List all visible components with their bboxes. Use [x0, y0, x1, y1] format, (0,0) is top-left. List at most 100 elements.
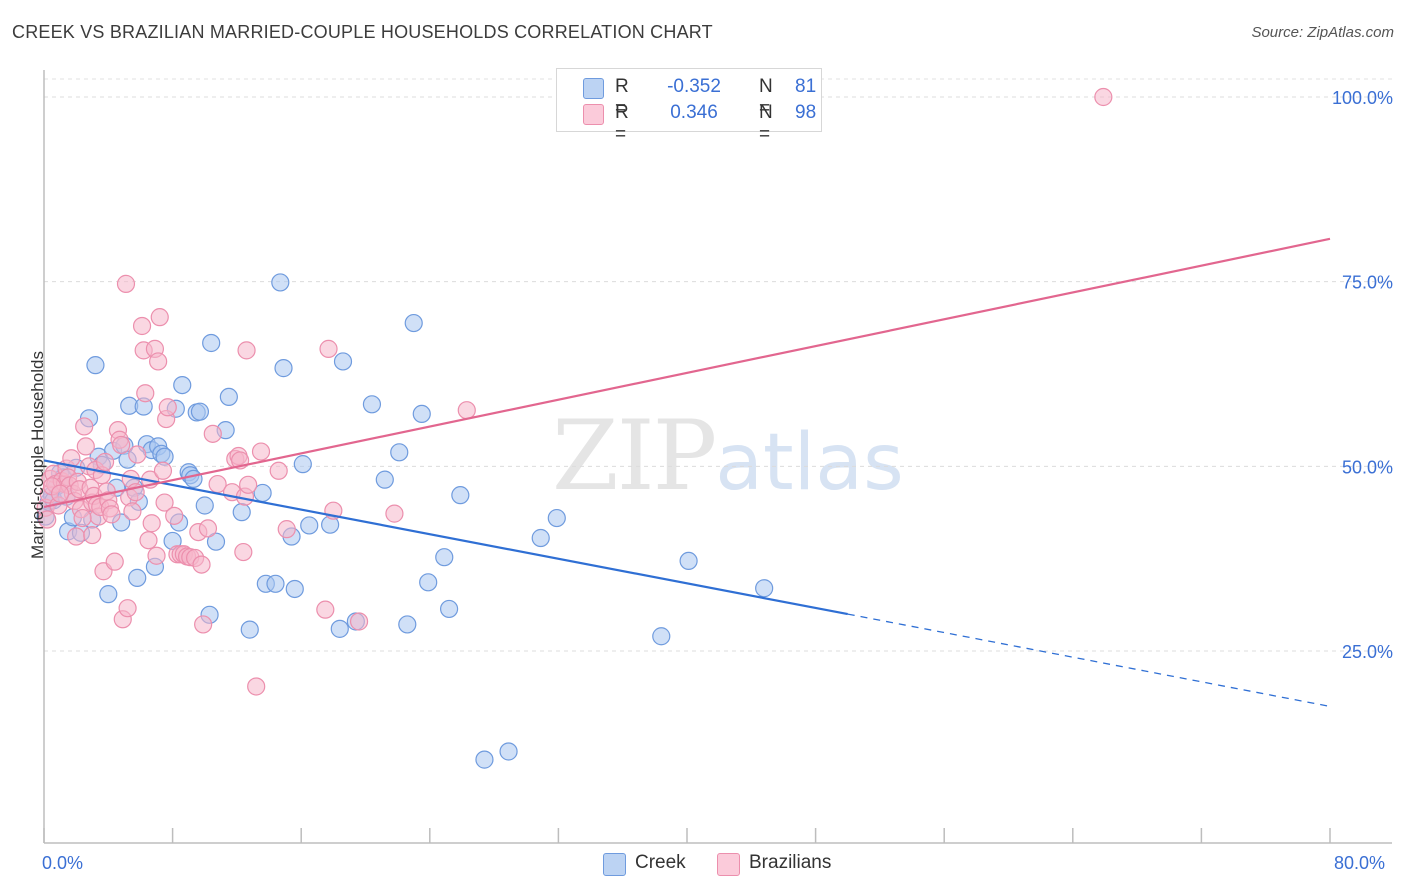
creek-swatch [583, 78, 604, 99]
creek-point-78 [184, 469, 203, 489]
creek-point-52 [285, 579, 304, 599]
brazilians-point-47 [132, 316, 152, 336]
brazilians-point-90 [385, 504, 404, 523]
creek-point-72 [547, 508, 566, 528]
brazilians-point-86 [316, 600, 335, 619]
creek-point-57 [333, 352, 353, 371]
brazilians-n-label: N = [759, 102, 773, 145]
brazilians-point-85 [277, 520, 296, 539]
creek-point-38 [195, 496, 214, 515]
brazilians-point-58 [155, 493, 174, 512]
brazilians-point-96 [73, 508, 92, 528]
brazilians-point-91 [457, 401, 476, 420]
creek-point-40 [202, 333, 221, 353]
creek-point-61 [390, 443, 409, 462]
creek-point-71 [531, 528, 550, 548]
creek-point-41 [206, 532, 226, 551]
brazilians-legend-label: Brazilians [749, 852, 832, 873]
brazilians-point-40 [116, 274, 136, 293]
brazilians-point-55 [149, 352, 168, 371]
brazilians-point-34 [102, 505, 121, 524]
brazilians-point-35 [105, 552, 124, 571]
creek-legend-label: Creek [635, 852, 686, 873]
brazilians-r-label: R = [615, 102, 629, 145]
y-tick-label-50: 50.0% [1342, 457, 1393, 477]
source-credit: Source: ZipAtlas.com [1251, 24, 1394, 41]
brazilians-point-87 [319, 339, 338, 358]
brazilians-point-70 [194, 615, 213, 634]
brazilians-legend-swatch [717, 853, 740, 876]
creek-r-value: -0.352 [667, 76, 721, 97]
creek-point-14 [99, 585, 118, 604]
x-axis-max-label: 80.0% [1334, 853, 1386, 873]
watermark-zip: ZIP [552, 400, 717, 512]
creek-point-48 [266, 574, 285, 593]
brazilians-point-93 [38, 510, 57, 529]
creek-n-value: 81 [795, 76, 817, 97]
creek-point-44 [232, 503, 251, 522]
creek-point-50 [274, 359, 293, 378]
creek-point-37 [190, 402, 210, 421]
brazilians-point-89 [349, 612, 369, 631]
watermark: ZIPatlas [552, 400, 904, 512]
creek-legend-swatch [603, 853, 626, 876]
brazilians-point-52 [142, 514, 161, 533]
brazilians-point-83 [251, 442, 271, 461]
brazilians-point-38 [112, 435, 131, 455]
brazilians-point-30 [95, 452, 115, 472]
creek-point-49 [271, 273, 290, 292]
brazilians-point-18 [75, 417, 94, 436]
creek-point-60 [375, 470, 394, 489]
creek-point-74 [679, 551, 698, 571]
creek-point-67 [439, 599, 459, 619]
brazilians-point-56 [150, 308, 169, 327]
correlation-legend: R = -0.352 N = 81 R = 0.346 N = 98 [556, 68, 822, 145]
creek-trend-line [43, 459, 848, 616]
brazilians-point-84 [269, 461, 288, 480]
brazilians-point-57 [153, 461, 173, 480]
creek-n-label: N = [759, 76, 773, 119]
x-axis-min-label: 0.0% [42, 853, 84, 873]
creek-point-75 [755, 579, 774, 598]
creek-point-11 [86, 356, 105, 375]
brazilians-trend-line [43, 237, 1331, 509]
y-tick-label-75: 75.0% [1342, 273, 1393, 293]
creek-point-54 [300, 516, 319, 535]
brazilians-point-50 [139, 531, 158, 550]
brazilians-n-value: 98 [795, 102, 817, 123]
brazilians-point-61 [165, 506, 184, 525]
brazilians-point-54 [147, 546, 166, 565]
brazilians-point-14 [67, 527, 86, 546]
creek-point-66 [435, 548, 454, 567]
brazilians-point-82 [247, 677, 266, 696]
brazilians-point-72 [203, 424, 222, 443]
creek-point-22 [128, 568, 147, 587]
creek-point-33 [173, 375, 192, 395]
brazilians-point-71 [198, 519, 218, 538]
creek-point-53 [293, 455, 312, 474]
brazilians-point-69 [192, 555, 211, 574]
brazilians-point-19 [76, 437, 95, 456]
creek-point-43 [219, 387, 238, 407]
creek-point-56 [330, 619, 349, 638]
creek-point-68 [451, 486, 470, 505]
creek-point-73 [652, 627, 671, 646]
brazilians-point-80 [237, 341, 256, 360]
brazilians-point-41 [118, 599, 137, 618]
brazilians-point-92 [1094, 87, 1113, 107]
y-tick-label-100: 100.0% [1332, 88, 1393, 108]
creek-r-label: R = [615, 76, 629, 119]
creek-trend-extension [847, 613, 1331, 708]
brazilians-point-60 [158, 398, 177, 417]
brazilians-r-value: 0.346 [670, 102, 718, 123]
creek-point-65 [419, 573, 438, 592]
brazilians-point-81 [239, 475, 258, 494]
creek-point-69 [475, 750, 494, 769]
brazilians-swatch [583, 104, 604, 125]
creek-point-63 [404, 313, 423, 333]
brazilians-point-44 [123, 502, 142, 521]
watermark-atlas: atlas [715, 418, 904, 508]
creek-point-70 [499, 742, 518, 761]
brazilians-point-78 [234, 542, 253, 562]
